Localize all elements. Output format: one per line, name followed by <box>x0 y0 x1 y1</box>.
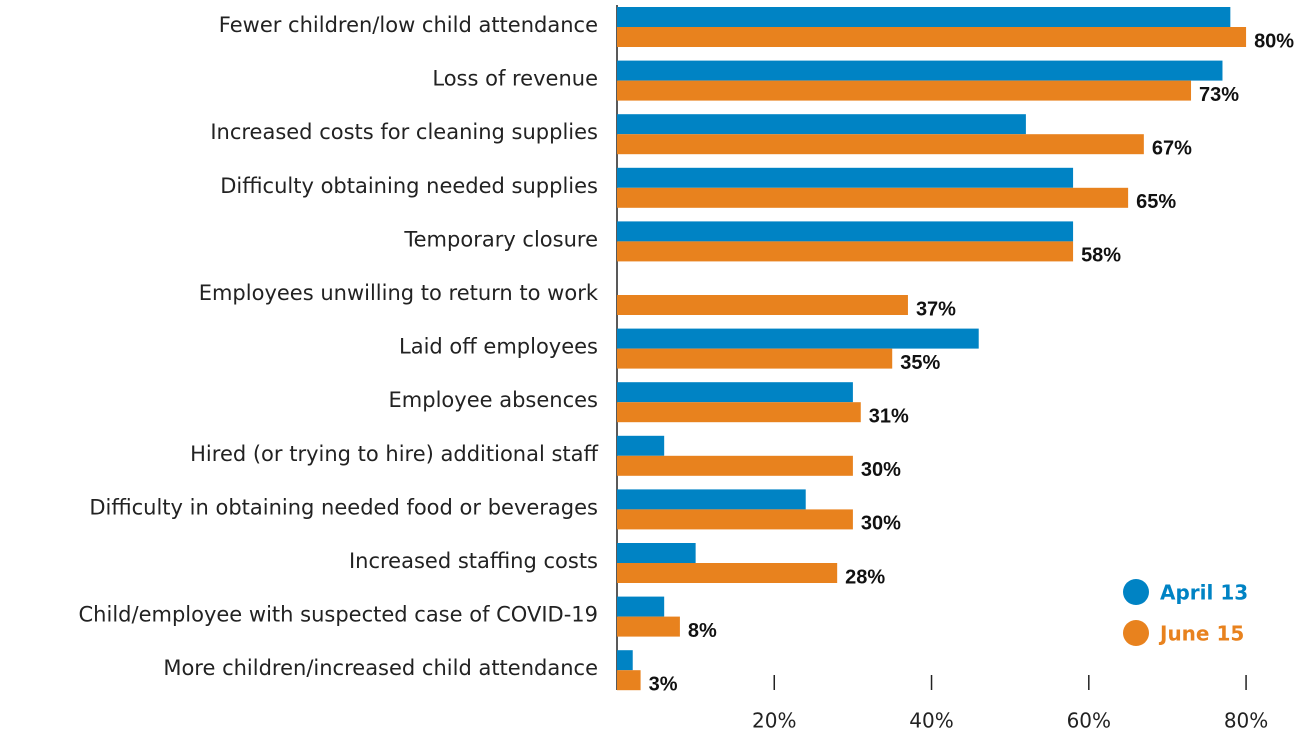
data-label: 28% <box>845 566 885 588</box>
bar <box>617 295 908 315</box>
data-label: 58% <box>1081 245 1121 267</box>
x-tick-label: 20% <box>752 709 796 733</box>
data-label: 8% <box>688 620 717 642</box>
category-label: Difficulty in obtaining needed food or b… <box>89 495 598 519</box>
bar <box>617 616 680 637</box>
category-label: Loss of revenue <box>432 67 598 91</box>
data-label: 67% <box>1152 137 1192 159</box>
bar <box>617 167 1074 188</box>
bar <box>617 543 696 563</box>
data-label: 30% <box>861 459 901 481</box>
data-label: 73% <box>1199 84 1239 106</box>
bar <box>617 7 1231 27</box>
bar <box>617 114 1026 135</box>
x-tick-label: 80% <box>1224 709 1268 733</box>
data-label: 37% <box>916 298 956 320</box>
bar <box>617 60 1223 81</box>
data-label: 3% <box>649 673 678 695</box>
data-label: 35% <box>900 352 940 374</box>
legend-label: April 13 <box>1160 581 1248 605</box>
category-label: Increased costs for cleaning supplies <box>210 120 598 144</box>
category-label: Increased staffing costs <box>349 549 598 573</box>
category-label: Temporary closure <box>403 227 598 251</box>
category-label: Employee absences <box>389 388 598 412</box>
bar <box>617 435 665 456</box>
legend-swatch <box>1123 620 1149 646</box>
bar <box>617 650 633 671</box>
bar <box>617 187 1129 208</box>
category-label: Employees unwilling to return to work <box>199 281 599 305</box>
category-label: Child/employee with suspected case of CO… <box>79 603 598 627</box>
bar <box>617 328 979 349</box>
bar <box>617 221 1074 242</box>
bar <box>617 348 893 369</box>
bar <box>617 596 665 617</box>
bar <box>617 27 1247 47</box>
category-label: Hired (or trying to hire) additional sta… <box>190 442 598 466</box>
legend-swatch <box>1123 579 1149 605</box>
bar <box>617 241 1074 262</box>
bar <box>617 670 641 691</box>
x-tick-label: 60% <box>1067 709 1111 733</box>
data-label: 30% <box>861 513 901 535</box>
legend-label: June 15 <box>1158 622 1244 646</box>
bar <box>617 382 853 403</box>
data-label: 80% <box>1254 30 1294 52</box>
category-label: Difficulty obtaining needed supplies <box>220 174 598 198</box>
data-label: 31% <box>869 405 909 427</box>
bar <box>617 509 853 530</box>
x-tick-label: 40% <box>909 709 953 733</box>
category-label: Fewer children/low child attendance <box>219 13 598 37</box>
bar <box>617 402 861 423</box>
data-label: 65% <box>1136 191 1176 213</box>
bar <box>617 134 1144 155</box>
bar <box>617 80 1192 101</box>
category-label: More children/increased child attendance <box>163 656 598 680</box>
bar <box>617 563 838 583</box>
bar <box>617 455 853 476</box>
bar <box>617 489 806 510</box>
category-label: Laid off employees <box>399 335 598 359</box>
